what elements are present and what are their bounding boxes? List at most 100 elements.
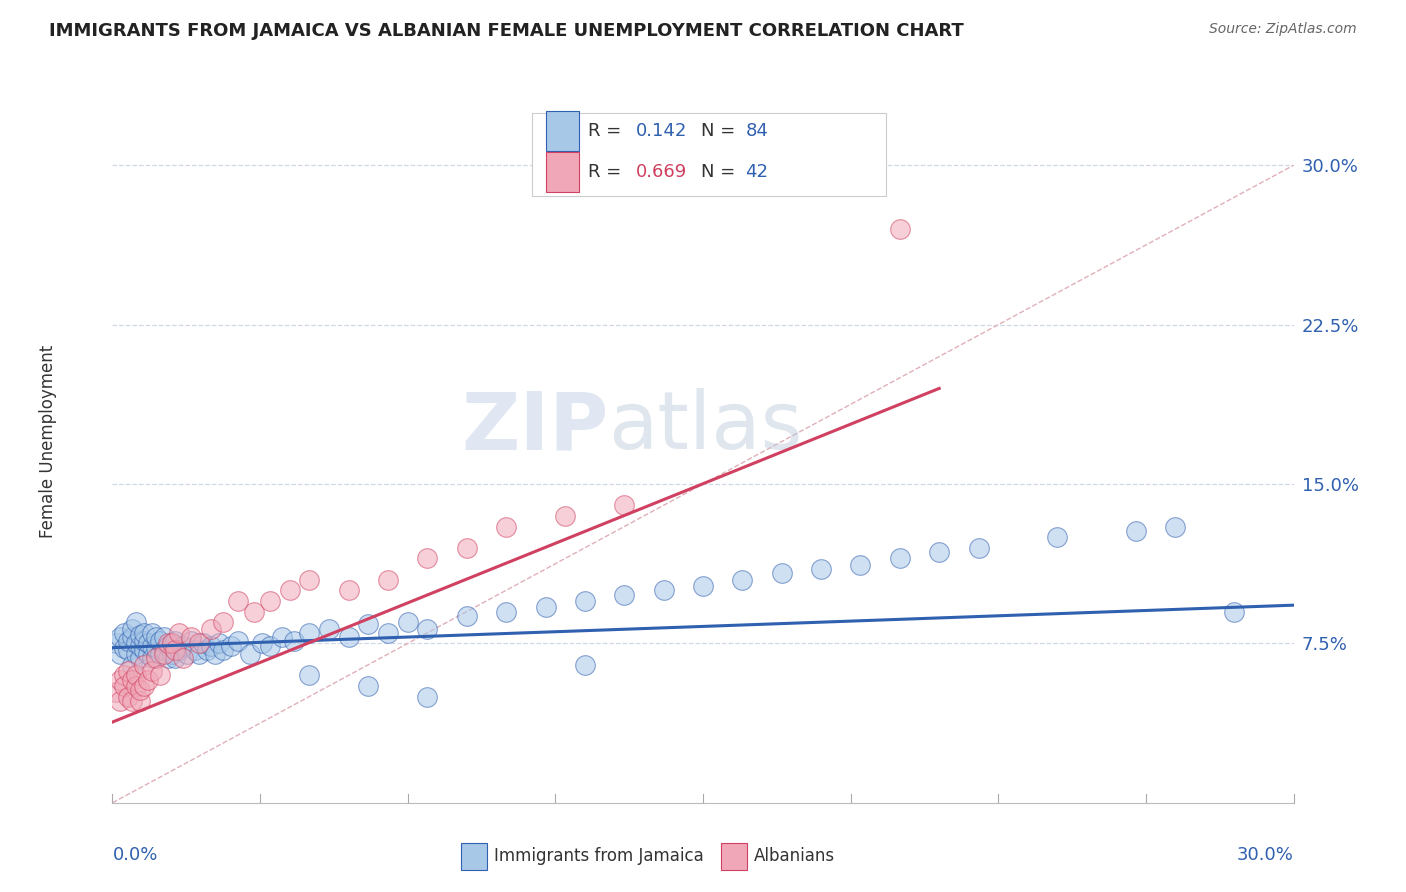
Point [129,639,152,653]
Point [180,634,202,648]
Text: N =: N = [700,163,741,181]
Point [125,647,148,661]
Text: 0.669: 0.669 [636,163,688,181]
Text: IMMIGRANTS FROM JAMAICA VS ALBANIAN FEMALE UNEMPLOYMENT CORRELATION CHART: IMMIGRANTS FROM JAMAICA VS ALBANIAN FEMA… [49,22,965,40]
Text: 42: 42 [745,163,769,181]
Point [132,625,155,640]
Point [141,639,163,653]
Point [136,636,159,650]
Point [129,628,152,642]
Point [652,583,675,598]
Point [377,625,399,640]
Point [145,640,167,655]
Point [129,651,152,665]
Text: atlas: atlas [609,388,803,467]
Point [156,639,179,653]
Point [357,617,380,632]
Point [208,636,231,650]
Point [849,558,872,572]
Text: Albanians: Albanians [754,847,835,865]
Point [259,594,281,608]
Point [534,600,557,615]
Point [191,636,214,650]
Point [495,605,517,619]
Point [692,579,714,593]
Point [396,615,419,630]
Point [136,673,159,687]
Point [117,664,139,678]
Point [160,647,183,661]
Point [125,668,148,682]
Point [117,634,139,648]
Point [149,634,172,648]
Point [121,630,143,644]
Text: Immigrants from Jamaica: Immigrants from Jamaica [494,847,704,865]
Text: Source: ZipAtlas.com: Source: ZipAtlas.com [1209,22,1357,37]
Point [160,636,183,650]
Point [169,625,191,640]
Bar [546,111,579,151]
Point [810,562,832,576]
Point [357,679,380,693]
Point [889,551,911,566]
Point [337,630,360,644]
Point [928,545,950,559]
Point [145,630,167,644]
FancyBboxPatch shape [531,112,886,196]
Point [117,690,139,704]
Point [165,651,187,665]
Point [204,647,226,661]
Point [149,647,172,661]
Point [110,673,132,687]
Point [298,625,321,640]
Point [259,639,281,653]
Point [172,639,194,653]
Bar [546,153,579,192]
Text: Female Unemployment: Female Unemployment [38,345,56,538]
Point [416,622,439,636]
Point [169,642,191,657]
Text: 0.142: 0.142 [636,122,688,140]
Point [554,508,576,523]
Text: 84: 84 [745,122,769,140]
Point [318,622,340,636]
Point [152,647,174,661]
Point [136,647,159,661]
Point [228,594,250,608]
Point [156,651,179,665]
Point [416,551,439,566]
Point [129,683,152,698]
Point [149,668,172,682]
Point [121,657,143,672]
Point [195,642,218,657]
Point [121,622,143,636]
Point [377,573,399,587]
Text: 0.0%: 0.0% [112,847,157,864]
Point [889,222,911,236]
Point [200,639,222,653]
Point [117,642,139,657]
Bar [461,843,486,870]
Point [416,690,439,704]
Point [152,630,174,644]
Point [1223,605,1246,619]
Point [112,668,135,682]
Point [125,636,148,650]
Point [188,636,211,650]
Point [132,657,155,672]
Point [219,639,242,653]
Point [121,673,143,687]
Point [188,647,211,661]
Point [239,647,262,661]
Point [141,651,163,665]
Point [125,615,148,630]
Point [105,636,128,650]
Point [145,651,167,665]
Point [132,679,155,693]
Point [129,694,152,708]
Point [456,541,478,555]
Point [456,608,478,623]
Point [121,694,143,708]
Point [495,519,517,533]
Text: R =: R = [589,163,627,181]
